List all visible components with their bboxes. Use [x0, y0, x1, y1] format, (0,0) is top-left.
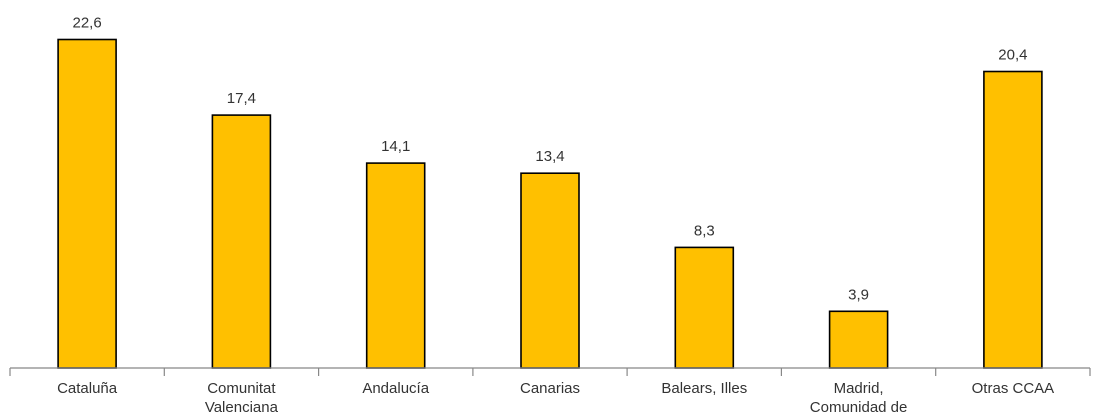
- category-label-1-line-1: Valenciana: [205, 399, 279, 416]
- category-label-0-line-0: Cataluña: [57, 380, 118, 397]
- value-label-4: 8,3: [694, 222, 715, 239]
- category-label-0: Cataluña: [57, 380, 118, 397]
- category-labels-layer: Cataluña Comunitat Valenciana Andalucía Cana…: [57, 380, 1054, 416]
- bar-6: [983, 70, 1043, 369]
- category-label-4: Balears, Illes: [661, 380, 747, 397]
- category-label-6: Otras CCAA: [972, 380, 1055, 397]
- bar-1: [211, 114, 272, 369]
- category-label-1: Comunitat Valenciana: [205, 380, 279, 416]
- category-label-5-line-1: Comunidad de: [810, 399, 908, 416]
- category-label-5: Madrid, Comunidad de: [810, 380, 908, 416]
- value-labels-layer: 22,6 17,4 14,1 13,4 8,3 3,9 20,4: [72, 15, 1027, 304]
- bar-4: [674, 246, 735, 369]
- category-label-3-line-0: Canarias: [520, 380, 580, 397]
- value-label-6: 20,4: [998, 47, 1027, 64]
- category-label-4-line-0: Balears, Illes: [661, 380, 747, 397]
- value-label-3: 13,4: [535, 148, 564, 165]
- value-label-1: 17,4: [227, 90, 256, 107]
- value-label-0: 22,6: [72, 15, 101, 32]
- bar-3: [520, 172, 580, 369]
- category-label-2-line-0: Andalucía: [362, 380, 429, 397]
- category-label-5-line-0: Madrid,: [834, 380, 884, 397]
- category-label-6-line-0: Otras CCAA: [972, 380, 1055, 397]
- value-label-5: 3,9: [848, 286, 869, 303]
- category-label-1-line-0: Comunitat: [207, 380, 276, 397]
- x-axis: [9, 367, 1091, 376]
- bar-2: [365, 162, 426, 369]
- bars-layer: [57, 38, 1043, 369]
- bar-0: [57, 38, 117, 369]
- category-label-3: Canarias: [520, 380, 580, 397]
- bar-5: [828, 310, 889, 369]
- value-label-2: 14,1: [381, 138, 410, 155]
- category-label-2: Andalucía: [362, 380, 429, 397]
